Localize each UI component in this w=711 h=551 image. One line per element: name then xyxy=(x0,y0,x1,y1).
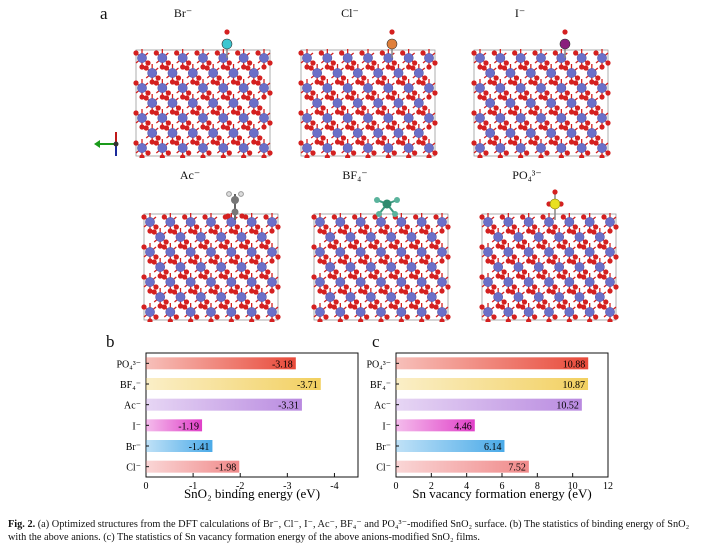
structure-label: Ac⁻ xyxy=(179,168,201,182)
bar-value-label: -3.18 xyxy=(272,359,293,370)
x-tick-label: 10 xyxy=(568,481,578,492)
chart-vacancy-energy: 10.88 PO₄³⁻ 10.87 BF₄⁻ 10.52 Ac⁻ 4.46 I⁻ 6.14 Br⁻… xyxy=(366,352,613,501)
figure-caption: Fig. 2. (a) Optimized structures from th… xyxy=(8,518,708,544)
x-tick-label: -2 xyxy=(236,481,244,492)
category-label: Cl⁻ xyxy=(376,463,391,474)
category-label: Ac⁻ xyxy=(374,401,391,412)
bar-value-label: 10.88 xyxy=(563,359,586,370)
structure-label: BF₄⁻ xyxy=(342,168,368,182)
category-label: I⁻ xyxy=(382,421,391,432)
bar-value-label: -1.41 xyxy=(189,442,210,453)
x-tick-label: -3 xyxy=(283,481,291,492)
x-tick-label: -1 xyxy=(189,481,197,492)
panel-label-c: c xyxy=(372,332,380,351)
bar xyxy=(396,398,582,411)
category-label: Br⁻ xyxy=(376,442,391,453)
panel-label-a: a xyxy=(100,4,108,23)
bar xyxy=(396,440,505,452)
slab-structure xyxy=(133,29,273,158)
bar xyxy=(146,460,240,473)
category-label: PO₄³⁻ xyxy=(116,359,141,370)
category-label: PO₄³⁻ xyxy=(366,359,391,370)
category-label: Br⁻ xyxy=(126,442,141,453)
category-label: BF₄⁻ xyxy=(370,380,391,391)
structure-label: Br⁻ xyxy=(173,6,193,20)
structure-label: I⁻ xyxy=(514,6,526,20)
slab-structure xyxy=(298,29,438,158)
bar xyxy=(396,378,589,390)
x-tick-label: 8 xyxy=(535,481,540,492)
x-tick-label: 6 xyxy=(500,481,505,492)
bar-value-label: -3.31 xyxy=(278,401,299,412)
plot-frame xyxy=(395,352,609,478)
axis-triad-icon xyxy=(94,132,119,156)
structure-label: Cl⁻ xyxy=(341,6,359,20)
bar-value-label: 4.46 xyxy=(454,421,472,432)
x-axis-title: Sn vacancy formation energy (eV) xyxy=(412,486,592,501)
bar xyxy=(396,357,589,370)
bar xyxy=(146,398,302,411)
bar xyxy=(146,440,213,452)
x-tick-label: 4 xyxy=(464,481,469,492)
category-label: I⁻ xyxy=(132,421,141,432)
x-tick-label: 0 xyxy=(144,481,149,492)
bar-value-label: 7.52 xyxy=(508,463,526,474)
category-label: BF₄⁻ xyxy=(120,380,141,391)
bar xyxy=(396,460,529,473)
x-tick-label: 0 xyxy=(394,481,399,492)
bar-value-label: 10.52 xyxy=(556,401,579,412)
bar-value-label: 6.14 xyxy=(484,442,502,453)
chart-binding-energy: -3.18 PO₄³⁻ -3.71 BF₄⁻ -3.31 Ac⁻ -1.19 I⁻ -1.41 B… xyxy=(116,352,359,501)
x-tick-label: -4 xyxy=(330,481,338,492)
panel-label-b: b xyxy=(106,332,115,351)
bar-value-label: -1.98 xyxy=(215,463,236,474)
bar xyxy=(146,378,321,390)
slab-structure xyxy=(479,189,619,322)
bar-value-label: 10.87 xyxy=(563,380,586,391)
caption-label: Fig. 2. xyxy=(8,519,36,530)
x-tick-label: 2 xyxy=(429,481,434,492)
x-axis-title: SnO₂ binding energy (eV) xyxy=(184,486,320,501)
bar xyxy=(146,419,203,432)
bar-value-label: -1.19 xyxy=(178,421,199,432)
category-label: Ac⁻ xyxy=(124,401,141,412)
plot-frame xyxy=(145,352,359,478)
slab-structure xyxy=(311,197,451,322)
slab-structure xyxy=(471,29,611,158)
bar-value-label: -3.71 xyxy=(297,380,318,391)
slab-structure xyxy=(141,191,281,322)
caption-text: (a) Optimized structures from the DFT ca… xyxy=(8,519,690,543)
x-tick-label: 12 xyxy=(603,481,613,492)
bar xyxy=(396,419,475,432)
structure-label: PO₄³⁻ xyxy=(512,168,542,182)
category-label: Cl⁻ xyxy=(126,463,141,474)
bar xyxy=(146,357,296,370)
